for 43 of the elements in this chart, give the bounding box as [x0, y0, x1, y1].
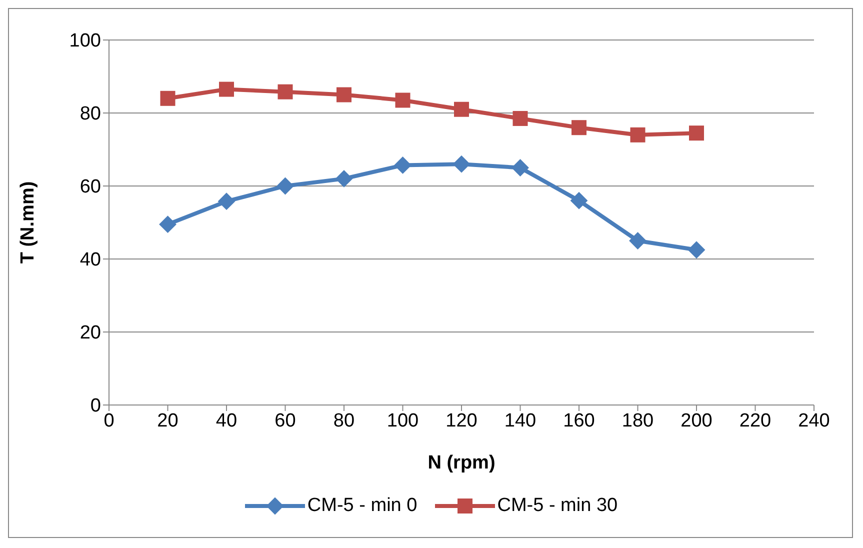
- x-tick-label: 160: [563, 410, 595, 432]
- y-tick-label: 40: [80, 250, 101, 271]
- y-tick-label: 100: [69, 30, 101, 52]
- point: [570, 192, 588, 210]
- point: [572, 120, 586, 136]
- x-tick-label: 240: [798, 410, 830, 432]
- y-tick-label: 20: [80, 322, 101, 344]
- x-tick-label: 180: [622, 410, 654, 432]
- point: [394, 156, 412, 174]
- point: [629, 232, 646, 250]
- point: [218, 192, 235, 210]
- point: [159, 216, 176, 233]
- x-tick-label: 20: [157, 410, 178, 432]
- point: [688, 241, 705, 258]
- point: [630, 127, 646, 142]
- legend-label: CM-5 - min 0: [307, 495, 418, 517]
- x-tick-label: 0: [104, 410, 114, 432]
- point: [336, 87, 352, 102]
- x-tick-label: 140: [504, 410, 536, 432]
- point: [512, 159, 529, 176]
- x-tick-label: 60: [274, 410, 296, 432]
- x-tick-label: 40: [216, 410, 238, 432]
- x-tick-label: 120: [446, 410, 478, 432]
- y-tick-label: 0: [90, 396, 101, 417]
- x-tick-label: 100: [386, 410, 419, 432]
- point: [160, 90, 176, 106]
- y-tick-label: 60: [80, 176, 101, 198]
- point: [219, 82, 234, 97]
- x-tick-label: 220: [739, 410, 772, 432]
- point: [278, 84, 293, 100]
- x-axis-title: N (rpm): [428, 452, 496, 474]
- point: [395, 92, 410, 108]
- point: [454, 102, 469, 117]
- point: [453, 156, 470, 173]
- y-axis-title: T (N.mm): [18, 181, 39, 264]
- point: [336, 170, 352, 188]
- point: [512, 110, 528, 126]
- legend-label: CM-5 - min 30: [497, 495, 618, 517]
- point: [276, 178, 294, 194]
- x-tick-label: 200: [680, 410, 712, 432]
- point: [689, 126, 704, 141]
- y-tick-label: 80: [80, 104, 101, 125]
- x-tick-label: 80: [333, 410, 355, 432]
